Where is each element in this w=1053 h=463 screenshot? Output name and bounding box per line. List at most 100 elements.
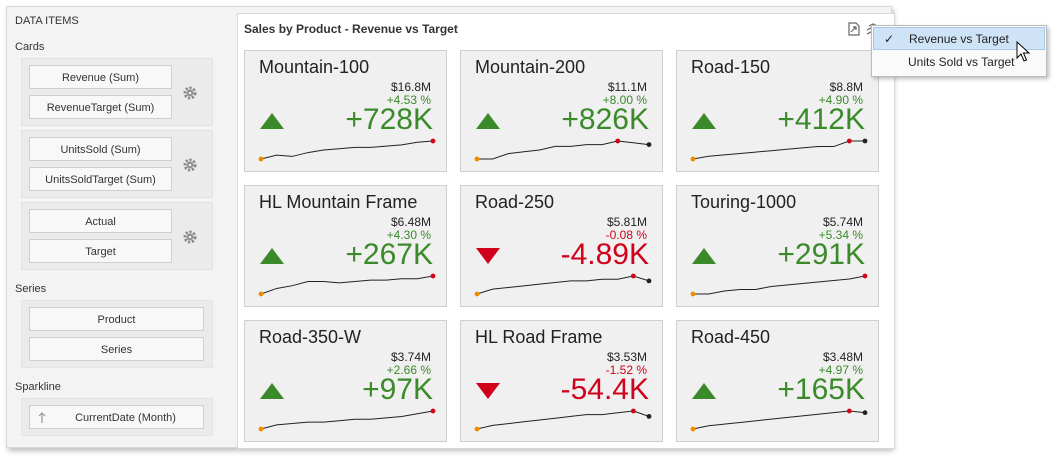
card-actual-value: $3.53M [606,350,647,364]
arrow-up-icon [692,248,716,264]
sparkline-line [477,140,650,160]
export-icon[interactable] [847,22,861,36]
sparkline-current-date-item[interactable]: CurrentDate (Month) [29,405,204,429]
sparkline-line [476,275,650,295]
sparkline-start-point [690,156,696,162]
card-actual-value: $3.74M [390,350,431,364]
card-sparkline [474,273,652,297]
gear-icon[interactable] [182,229,198,245]
series-section-label: Series [15,283,47,295]
sparkline-end-point [646,414,652,419]
card-percent-variation: -0.08 % [605,228,647,242]
cards-group-actual-target: Actual Target [21,202,213,270]
series-series-item[interactable]: Series [29,337,204,361]
gear-icon[interactable] [182,85,198,101]
card-absolute-variation: +97K [362,373,433,406]
arrow-up-icon [260,248,284,264]
arrow-up-icon [260,113,284,129]
revenue-sum-item[interactable]: Revenue (Sum) [29,65,172,89]
sparkline-item-label: CurrentDate (Month) [75,412,176,424]
menu-item-label: Units Sold vs Target [908,55,1015,69]
revenue-target-sum-item[interactable]: RevenueTarget (Sum) [29,95,172,119]
sparkline-line [693,275,866,295]
sparkline-start-point [690,291,696,297]
card-percent-variation: +8.00 % [602,93,647,107]
card-percent-variation: +4.53 % [386,93,431,107]
card-percent-variation: +4.97 % [818,363,863,377]
product-card[interactable]: HL Mountain Frame $6.48M +4.30 % +267K [244,185,447,307]
product-card[interactable]: Touring-1000 $5.74M +5.34 % +291K [676,185,879,307]
sparkline-max-point [615,138,621,144]
product-card[interactable]: Road-150 $8.8M +4.90 % +412K [676,50,879,172]
card-actual-value: $5.81M [606,215,647,229]
product-card[interactable]: Mountain-100 $16.8M +4.53 % +728K [244,50,447,172]
units-sold-sum-item[interactable]: UnitsSold (Sum) [29,137,172,161]
sparkline-max-point [846,138,852,144]
card-title: Road-350-W [259,327,362,347]
card-sparkline [258,138,436,162]
actual-item[interactable]: Actual [29,209,172,233]
sparkline-max-point [630,273,636,279]
product-card[interactable]: Road-250 $5.81M -0.08 % -4.89K [460,185,663,307]
card-title: Mountain-100 [259,57,370,77]
card-sparkline [690,273,868,297]
card-actual-value: $3.48M [822,350,863,364]
gear-icon[interactable] [182,157,198,173]
card-actual-value: $8.8M [829,80,863,94]
menu-item-revenue-vs-target[interactable]: ✓ Revenue vs Target [873,27,1045,50]
arrow-up-icon [692,113,716,129]
card-layout-menu: ✓ Revenue vs Target Units Sold vs Target [871,25,1047,77]
card-title: HL Road Frame [475,327,603,347]
sparkline-max-point [430,138,436,144]
card-absolute-variation: -54.4K [560,373,649,406]
sparkline-end-point [862,410,868,416]
arrow-up-icon [692,383,716,399]
dashboard-item-title: Sales by Product - Revenue vs Target [244,22,458,36]
card-sparkline [690,138,868,162]
sparkline-start-point [258,426,264,432]
sparkline-start-point [258,291,264,297]
sparkline-line [476,410,650,430]
card-absolute-variation: +826K [561,103,649,136]
card-absolute-variation: +165K [777,373,865,406]
series-product-item[interactable]: Product [29,307,204,331]
product-card[interactable]: HL Road Frame $3.53M -1.52 % -54.4K [460,320,663,442]
sparkline-line [692,140,865,160]
card-sparkline [474,138,652,162]
card-absolute-variation: +412K [777,103,865,136]
sparkline-start-point [474,426,480,432]
sparkline-start-point [474,156,480,162]
card-dashboard-item: Sales by Product - Revenue vs Target Mou… [237,13,895,449]
arrow-down-icon [476,248,500,264]
sparkline-max-point [430,408,436,414]
sparkline-end-point [862,138,868,144]
card-percent-variation: -1.52 % [605,363,647,377]
product-card[interactable]: Road-350-W $3.74M +2.66 % +97K [244,320,447,442]
target-item[interactable]: Target [29,239,172,263]
checkmark-icon: ✓ [884,32,895,46]
card-absolute-variation: +291K [777,238,865,271]
card-actual-value: $11.1M [607,80,647,94]
product-card[interactable]: Mountain-200 $11.1M +8.00 % +826K [460,50,663,172]
sparkline-group: CurrentDate (Month) [21,398,213,436]
sparkline-start-point [690,426,696,432]
sparkline-max-point [846,408,852,414]
units-sold-target-sum-item[interactable]: UnitsSoldTarget (Sum) [29,167,172,191]
card-sparkline [474,408,652,432]
sparkline-line [260,275,434,295]
menu-item-units-sold-vs-target[interactable]: Units Sold vs Target [873,51,1045,74]
card-title: Road-450 [691,327,771,347]
product-card[interactable]: Road-450 $3.48M +4.97 % +165K [676,320,879,442]
sparkline-max-point [862,273,868,279]
sparkline-line [260,140,434,160]
card-percent-variation: +4.30 % [386,228,431,242]
card-absolute-variation: -4.89K [560,238,649,271]
arrow-up-icon [260,383,284,399]
sort-arrow-up-icon [38,412,46,423]
arrow-down-icon [476,383,500,399]
mouse-cursor-icon [1016,41,1030,62]
cards-group-revenue: Revenue (Sum) RevenueTarget (Sum) [21,58,213,126]
card-actual-value: $6.48M [390,215,431,229]
card-sparkline [258,408,436,432]
card-sparkline [690,408,868,432]
